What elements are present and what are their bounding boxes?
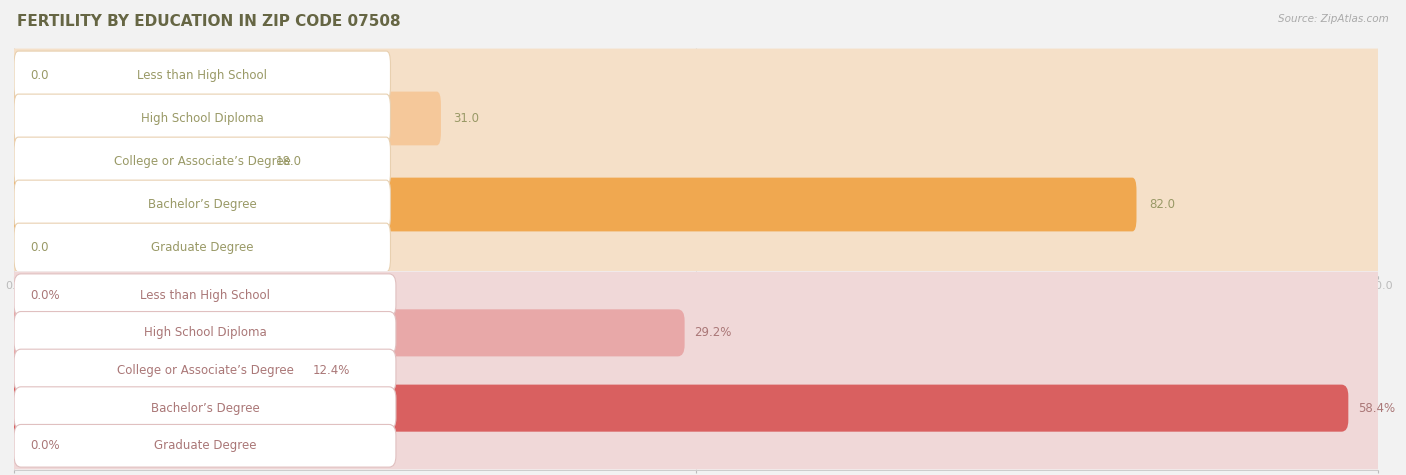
FancyBboxPatch shape [7,385,1348,432]
Text: 18.0: 18.0 [276,155,302,168]
FancyBboxPatch shape [7,309,685,356]
FancyBboxPatch shape [7,422,1385,469]
FancyBboxPatch shape [10,178,1136,231]
FancyBboxPatch shape [7,385,1385,432]
FancyBboxPatch shape [14,180,391,229]
Text: Source: ZipAtlas.com: Source: ZipAtlas.com [1278,14,1389,24]
FancyBboxPatch shape [10,134,264,189]
FancyBboxPatch shape [7,309,1385,356]
Text: 29.2%: 29.2% [695,326,731,339]
Text: Bachelor’s Degree: Bachelor’s Degree [148,198,257,211]
FancyBboxPatch shape [14,425,396,467]
Text: 0.0%: 0.0% [31,439,60,452]
FancyBboxPatch shape [7,347,1385,394]
FancyBboxPatch shape [14,387,396,429]
Text: 12.4%: 12.4% [312,364,350,377]
FancyBboxPatch shape [14,349,396,392]
Text: Graduate Degree: Graduate Degree [150,241,253,254]
Text: 0.0%: 0.0% [31,289,60,302]
FancyBboxPatch shape [14,94,391,143]
Text: 0.0: 0.0 [31,69,49,82]
FancyBboxPatch shape [14,51,391,100]
FancyBboxPatch shape [10,92,1382,145]
Text: College or Associate’s Degree: College or Associate’s Degree [117,364,294,377]
FancyBboxPatch shape [7,347,302,394]
FancyBboxPatch shape [14,312,396,354]
Text: Less than High School: Less than High School [141,289,270,302]
FancyBboxPatch shape [7,272,1385,319]
FancyBboxPatch shape [14,137,391,186]
FancyBboxPatch shape [14,223,391,272]
FancyBboxPatch shape [14,274,396,316]
Text: Less than High School: Less than High School [138,69,267,82]
FancyBboxPatch shape [10,178,1382,231]
FancyBboxPatch shape [10,48,1382,102]
Text: High School Diploma: High School Diploma [141,112,264,125]
Text: 58.4%: 58.4% [1358,402,1395,415]
FancyBboxPatch shape [10,92,441,145]
FancyBboxPatch shape [10,134,1382,189]
Text: 82.0: 82.0 [1149,198,1175,211]
Text: College or Associate’s Degree: College or Associate’s Degree [114,155,291,168]
Text: FERTILITY BY EDUCATION IN ZIP CODE 07508: FERTILITY BY EDUCATION IN ZIP CODE 07508 [17,14,401,29]
FancyBboxPatch shape [10,221,1382,275]
Text: Bachelor’s Degree: Bachelor’s Degree [150,402,259,415]
Text: Graduate Degree: Graduate Degree [153,439,256,452]
Text: 31.0: 31.0 [453,112,479,125]
Text: High School Diploma: High School Diploma [143,326,266,339]
Text: 0.0: 0.0 [31,241,49,254]
